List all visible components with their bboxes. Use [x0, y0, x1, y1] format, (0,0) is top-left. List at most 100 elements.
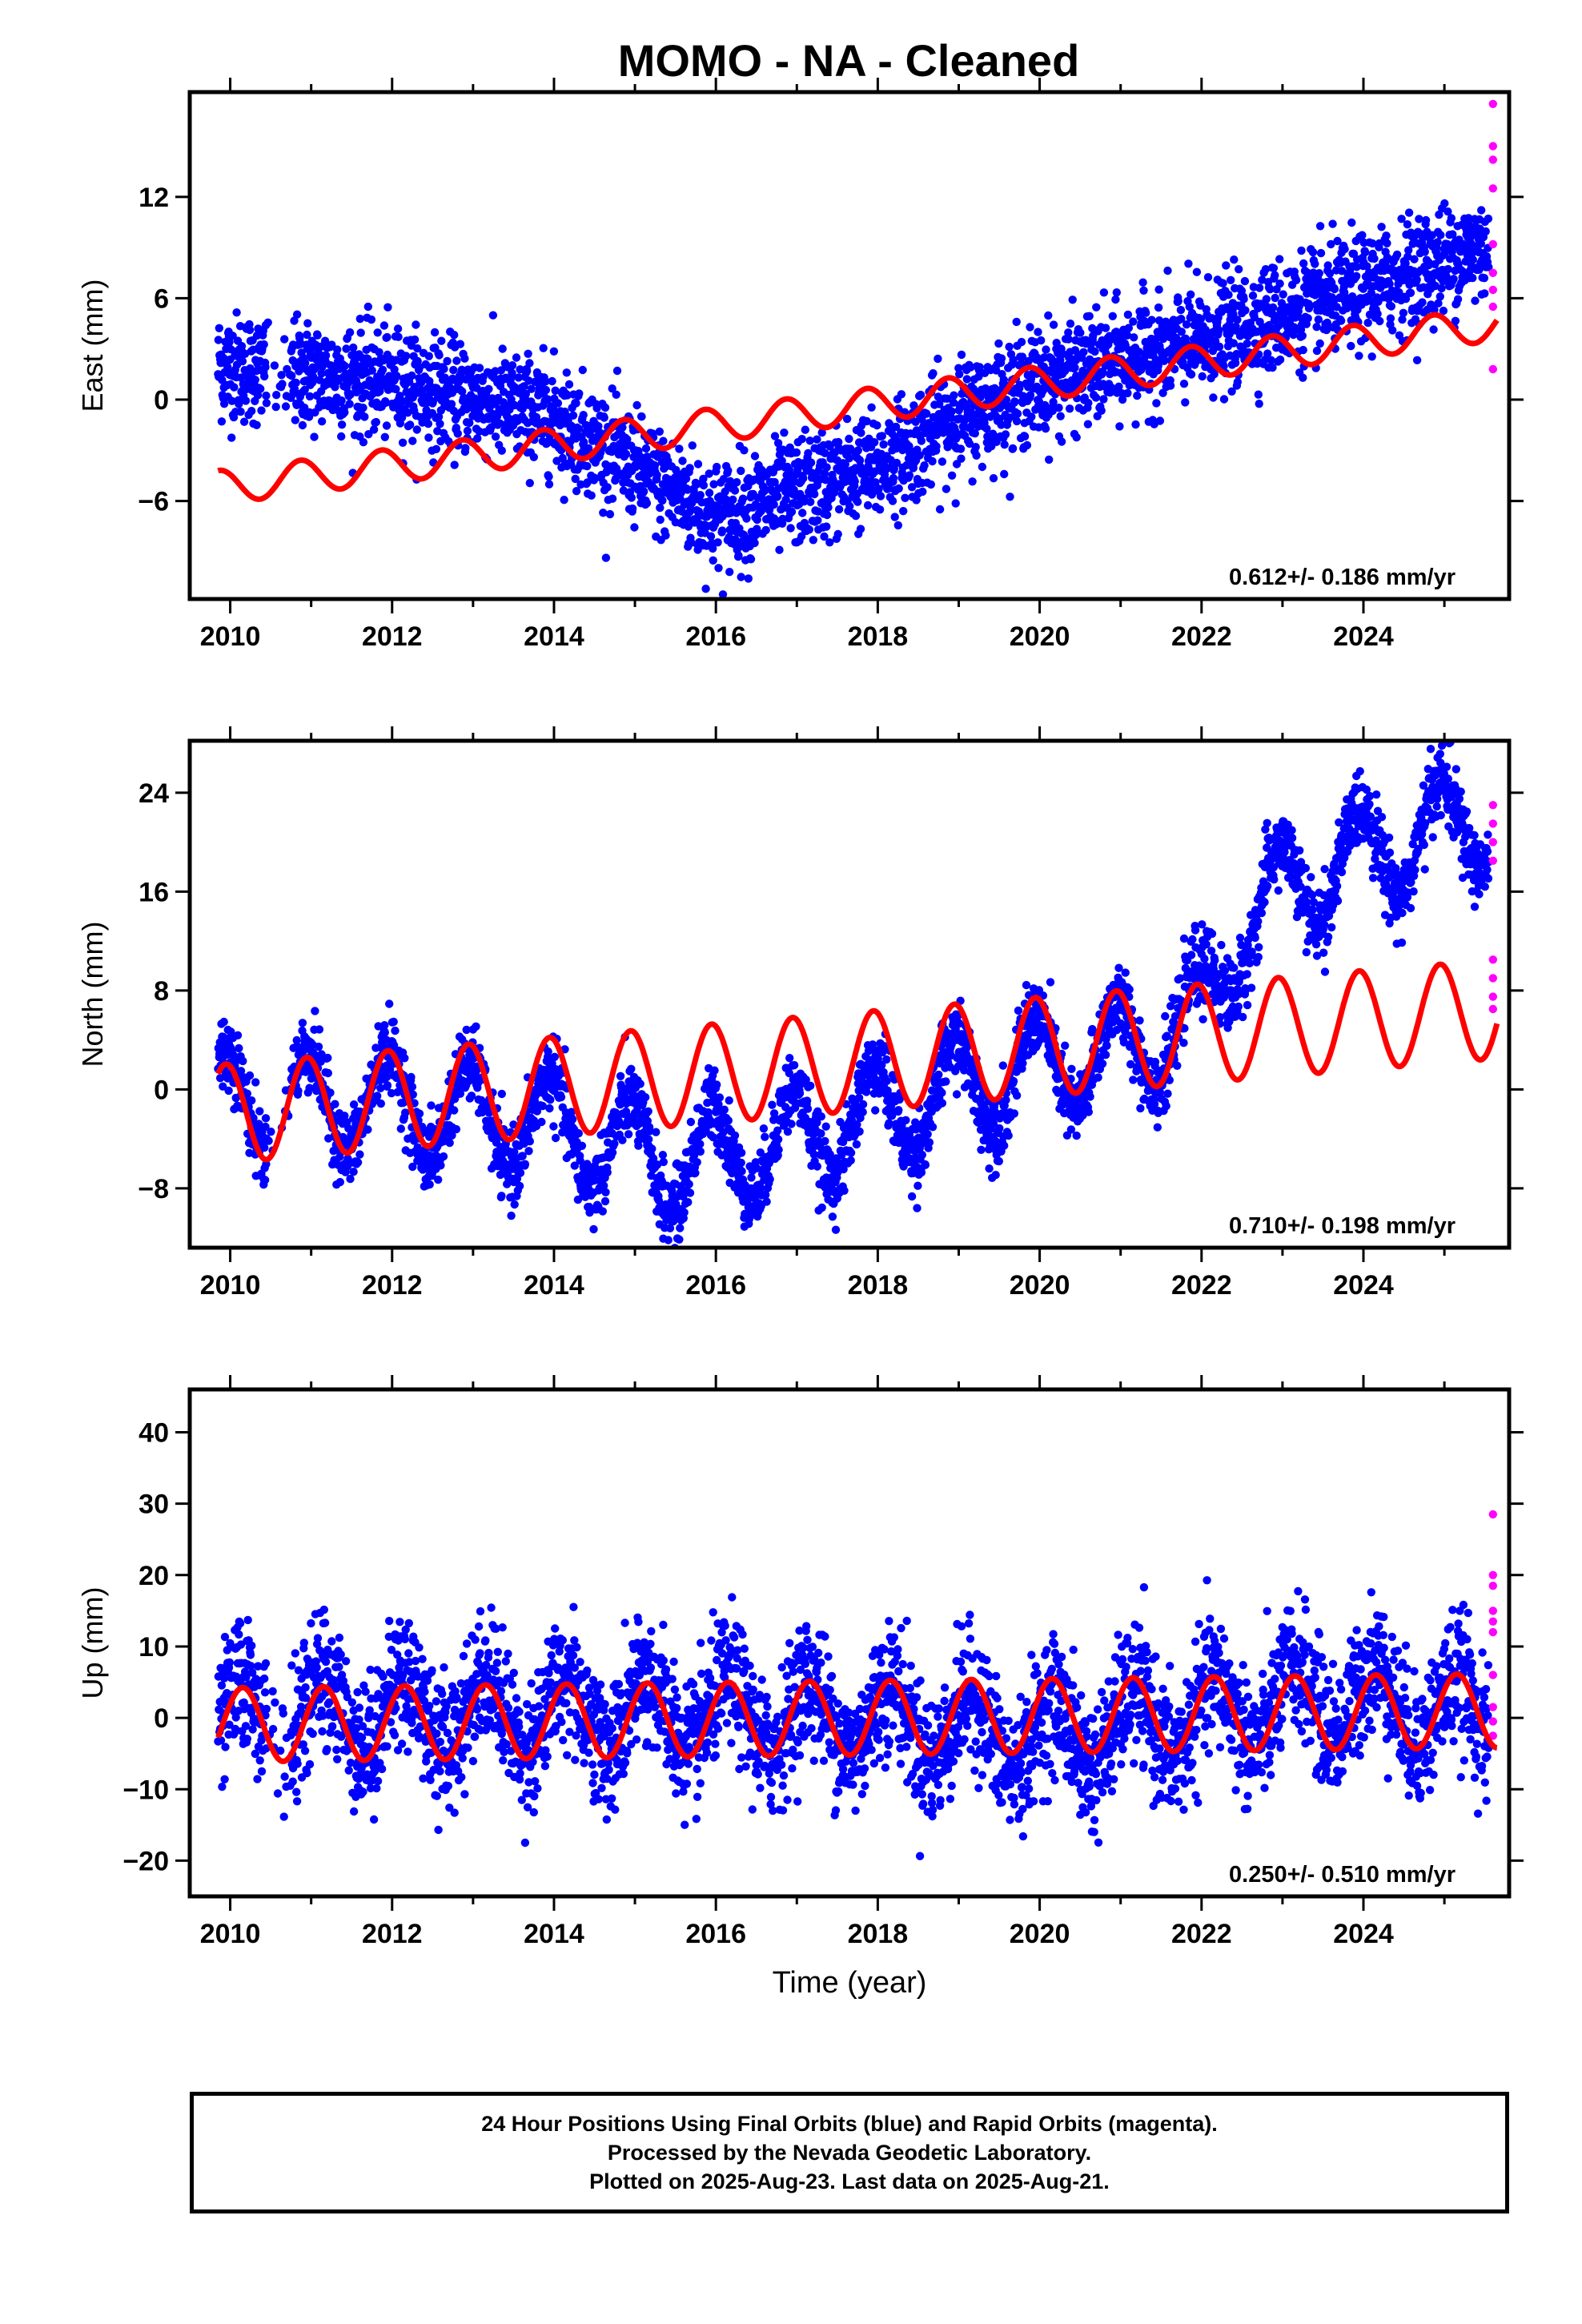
x-tick-label: 2012	[362, 621, 423, 652]
final-orbit-point	[928, 456, 937, 466]
final-orbit-point	[371, 417, 380, 427]
final-orbit-point	[1129, 317, 1138, 326]
final-orbit-point	[264, 1136, 273, 1145]
final-orbit-point	[215, 324, 223, 332]
final-orbit-point	[892, 458, 901, 468]
final-orbit-point	[875, 505, 885, 514]
final-orbit-point	[705, 489, 714, 497]
final-orbit-point	[1332, 303, 1341, 312]
final-orbit-point	[1449, 275, 1458, 283]
final-orbit-point	[1006, 493, 1014, 501]
final-orbit-point	[1387, 302, 1396, 311]
final-orbit-point	[1429, 325, 1438, 334]
final-orbit-point	[380, 1028, 389, 1037]
final-orbit-point	[962, 375, 972, 384]
final-orbit-point	[608, 384, 616, 393]
final-orbit-point	[539, 344, 548, 352]
final-orbit-point	[853, 497, 862, 506]
final-orbit-point	[337, 432, 346, 441]
final-orbit-point	[725, 568, 734, 577]
panel-2: 2010 2012 2014 2016 2018 2020 2022 2024−8081624…	[76, 726, 1524, 1301]
final-orbit-point	[521, 389, 530, 399]
final-orbit-point	[456, 340, 465, 348]
final-orbit-point	[926, 480, 936, 489]
final-orbit-point	[353, 1158, 363, 1167]
final-orbit-point	[922, 409, 931, 418]
final-orbit-point	[650, 461, 660, 470]
final-orbit-point	[855, 456, 865, 465]
final-orbit-point	[951, 499, 960, 508]
rapid-orbit-point	[1488, 239, 1498, 249]
final-orbit-point	[746, 555, 756, 564]
final-orbit-point	[1403, 220, 1412, 229]
final-orbit-point	[270, 361, 279, 370]
final-orbit-point	[824, 503, 833, 512]
final-orbit-point	[1185, 302, 1195, 312]
final-orbit-point	[813, 435, 821, 444]
final-orbit-point	[1299, 373, 1307, 382]
final-orbit-point	[737, 1148, 746, 1157]
final-orbit-point	[750, 538, 759, 548]
final-orbit-point	[971, 443, 980, 452]
final-orbit-point	[938, 457, 947, 466]
final-orbit-point	[1227, 275, 1235, 284]
final-orbit-point	[656, 515, 665, 525]
final-orbit-point	[219, 1017, 228, 1027]
final-orbit-point	[681, 474, 691, 483]
final-orbit-point	[520, 382, 528, 391]
final-orbit-point	[1079, 348, 1088, 356]
final-orbit-point	[571, 474, 580, 484]
final-orbit-point	[488, 311, 498, 320]
final-orbit-point	[590, 473, 599, 482]
final-orbit-point	[1398, 315, 1407, 324]
final-orbit-point	[508, 368, 516, 377]
final-orbit-point	[473, 434, 482, 443]
final-orbit-point	[410, 335, 420, 344]
final-orbit-point	[1001, 430, 1010, 439]
final-orbit-point	[340, 408, 349, 417]
final-orbit-point	[1383, 239, 1391, 247]
final-orbit-point	[600, 1196, 610, 1206]
final-orbit-point	[612, 390, 620, 399]
final-orbit-point	[251, 376, 259, 384]
final-orbit-point	[1215, 326, 1223, 335]
final-orbit-point	[1268, 363, 1277, 372]
final-orbit-point	[1401, 295, 1411, 304]
final-orbit-point	[655, 427, 664, 436]
final-orbit-point	[1435, 210, 1443, 219]
final-orbit-point	[337, 396, 346, 405]
final-orbit-point	[298, 420, 307, 430]
final-orbit-point	[1255, 400, 1263, 408]
final-orbit-point	[637, 412, 646, 421]
final-orbit-point	[1224, 290, 1233, 300]
final-orbit-point	[407, 1072, 416, 1082]
final-orbit-point	[899, 507, 908, 516]
final-orbit-point	[696, 491, 705, 500]
final-orbit-point	[850, 476, 859, 486]
final-orbit-point	[713, 462, 721, 472]
final-orbit-point	[382, 421, 391, 430]
final-orbit-point	[239, 1056, 247, 1066]
final-orbit-point	[1410, 255, 1419, 263]
final-orbit-point	[219, 1032, 227, 1042]
final-orbit-point	[408, 1082, 417, 1092]
final-orbit-point	[1480, 289, 1489, 298]
final-orbit-point	[1269, 263, 1279, 272]
final-orbit-point	[435, 351, 444, 360]
final-orbit-point	[912, 496, 921, 505]
final-orbit-point	[1114, 382, 1123, 391]
final-orbit-point	[1229, 339, 1239, 348]
final-orbit-point	[305, 392, 315, 401]
final-orbit-point	[1352, 263, 1361, 271]
final-orbit-point	[1042, 345, 1050, 354]
final-orbit-point	[497, 1089, 506, 1099]
final-orbit-point	[345, 328, 355, 337]
final-orbit-point	[574, 424, 583, 433]
final-orbit-point	[375, 387, 384, 396]
final-orbit-point	[1401, 259, 1410, 268]
final-orbit-point	[1363, 262, 1371, 271]
final-orbit-point	[1480, 274, 1489, 283]
final-orbit-point	[873, 421, 881, 430]
final-orbit-point	[1271, 293, 1279, 303]
final-orbit-point	[398, 438, 408, 447]
